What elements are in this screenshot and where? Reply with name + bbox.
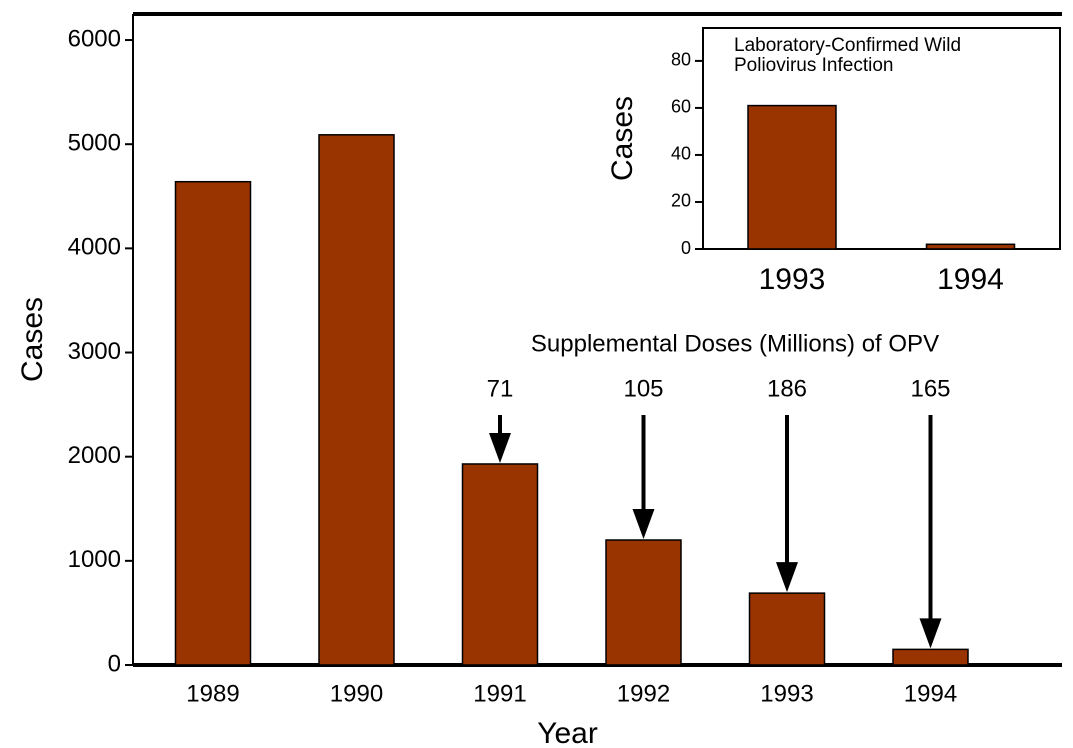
x-tick-label: 1993 [759, 263, 826, 296]
y-tick-label: 40 [671, 144, 691, 164]
arrow-head [776, 562, 798, 593]
y-tick-label: 80 [671, 50, 691, 70]
arrow-head [489, 432, 511, 463]
y-tick-label: 6000 [68, 25, 121, 52]
x-tick-label: 1993 [760, 680, 813, 707]
y-tick-label: 5000 [68, 130, 121, 157]
dose-label: 165 [910, 375, 950, 402]
x-tick-label: 1994 [904, 680, 957, 707]
arrow-head [632, 509, 655, 540]
dose-label: 186 [767, 375, 807, 402]
y-tick-label: 3000 [68, 338, 121, 365]
y-tick-label: 1000 [68, 546, 121, 573]
dose-label: 71 [487, 375, 514, 402]
y-axis-label: Cases [606, 96, 639, 181]
bar [605, 539, 682, 666]
x-tick-label: 1990 [330, 680, 383, 707]
y-axis-label: Cases [16, 297, 49, 382]
y-tick-label: 0 [681, 238, 691, 258]
y-tick-label: 0 [108, 650, 121, 677]
bar [174, 180, 252, 666]
bar [748, 592, 826, 666]
bar [925, 243, 1016, 250]
y-tick-label: 4000 [68, 234, 121, 261]
x-tick-label: 1989 [186, 680, 239, 707]
x-tick-label: 1992 [617, 680, 670, 707]
y-tick-label: 60 [671, 97, 691, 117]
x-tick-label: 1991 [473, 680, 526, 707]
bar [318, 134, 395, 666]
x-tick-label: 1994 [937, 263, 1004, 296]
bar [747, 104, 837, 250]
bar [892, 648, 969, 666]
x-axis-label: Year [537, 717, 598, 748]
annotation: Supplemental Doses (Millions) of OPV [531, 330, 939, 357]
dose-label: 105 [623, 375, 663, 402]
y-tick-label: 20 [671, 191, 691, 211]
inset-title: Laboratory-Confirmed Wild Poliovirus Inf… [734, 35, 962, 76]
arrow-head [919, 618, 942, 649]
bar [461, 463, 539, 666]
y-tick-label: 2000 [68, 442, 121, 469]
